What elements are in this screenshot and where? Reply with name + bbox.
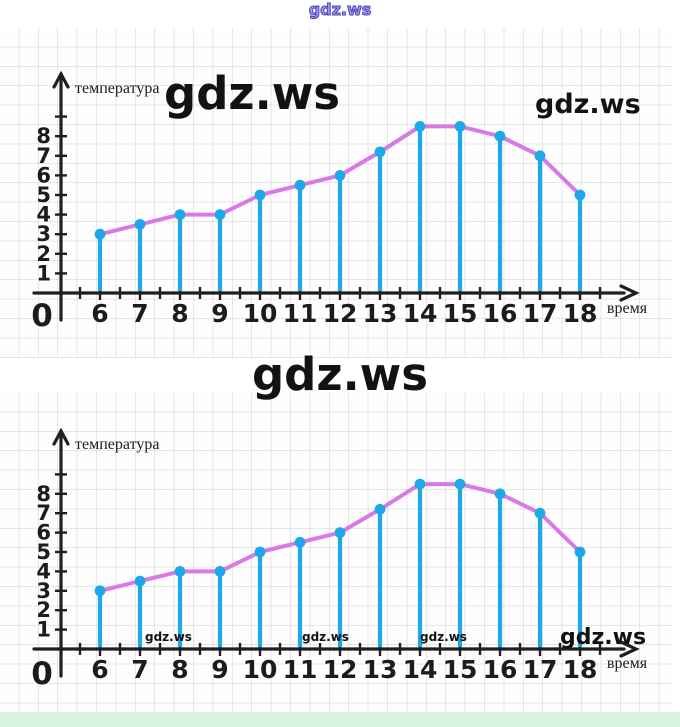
svg-text:4: 4 [36,203,51,227]
svg-text:16: 16 [483,299,518,328]
svg-text:11: 11 [283,655,318,684]
watermark-chart2-small-2: gdz.ws [302,630,349,644]
axis-ticks [55,115,602,300]
svg-text:3: 3 [36,579,51,603]
watermark-top: gdz.ws [308,0,372,19]
svg-text:18: 18 [563,299,598,328]
svg-text:8: 8 [36,482,51,506]
svg-text:8: 8 [171,299,188,328]
svg-text:7: 7 [36,501,51,525]
value-stems [97,126,583,291]
y-axis-title: температура [75,436,159,453]
svg-text:15: 15 [443,655,478,684]
svg-text:9: 9 [211,299,228,328]
grid-paper-top [0,28,673,358]
watermark-chart2-bottom-right: gdz.ws [560,625,647,650]
y-axis-title: температура [75,80,159,97]
svg-text:8: 8 [171,655,188,684]
svg-text:5: 5 [36,540,51,564]
svg-text:2: 2 [36,598,51,622]
watermark-chart1-right: gdz.ws [535,89,641,120]
x-axis-title: время [607,300,648,317]
watermark-chart2-small-3: gdz.ws [420,630,467,644]
svg-text:1: 1 [36,618,51,642]
svg-text:10: 10 [243,655,278,684]
value-stems [97,484,583,647]
svg-text:12: 12 [323,299,358,328]
svg-text:7: 7 [36,144,51,168]
svg-text:6: 6 [36,521,51,545]
svg-text:14: 14 [403,299,438,328]
watermark-between-charts: gdz.ws [251,348,429,401]
axis-ticks [55,473,602,656]
svg-text:12: 12 [323,655,358,684]
svg-text:8: 8 [36,124,51,148]
svg-text:9: 9 [211,655,228,684]
watermark-chart1-center: gdz.ws [164,67,341,120]
svg-text:5: 5 [36,183,51,207]
data-points [94,478,586,597]
svg-text:6: 6 [36,163,51,187]
svg-text:15: 15 [443,299,478,328]
svg-text:7: 7 [131,655,148,684]
x-tick-labels: 6 7 8 9 10 11 12 13 14 15 16 17 18 [91,655,597,684]
svg-text:17: 17 [523,299,558,328]
watermark-chart2-small-1: gdz.ws [145,630,192,644]
grid-paper-bottom [0,393,673,712]
svg-text:2: 2 [36,242,51,266]
svg-text:13: 13 [363,299,398,328]
x-axis-title: время [607,655,648,672]
axes [32,70,640,322]
svg-text:14: 14 [403,655,438,684]
axes [32,427,640,678]
origin-label: 0 [31,298,53,334]
svg-text:3: 3 [36,222,51,246]
svg-text:1: 1 [36,261,51,285]
footer-strip [0,712,680,727]
svg-text:16: 16 [483,655,518,684]
svg-text:6: 6 [91,655,108,684]
svg-text:7: 7 [131,299,148,328]
svg-text:11: 11 [283,299,318,328]
x-tick-labels: 6 7 8 9 10 11 12 13 14 15 16 17 18 [91,299,597,328]
data-points [94,121,586,240]
svg-text:18: 18 [563,655,598,684]
svg-text:6: 6 [91,299,108,328]
svg-text:10: 10 [243,299,278,328]
svg-text:17: 17 [523,655,558,684]
svg-text:4: 4 [36,559,51,583]
origin-label: 0 [31,656,53,692]
svg-text:13: 13 [363,655,398,684]
